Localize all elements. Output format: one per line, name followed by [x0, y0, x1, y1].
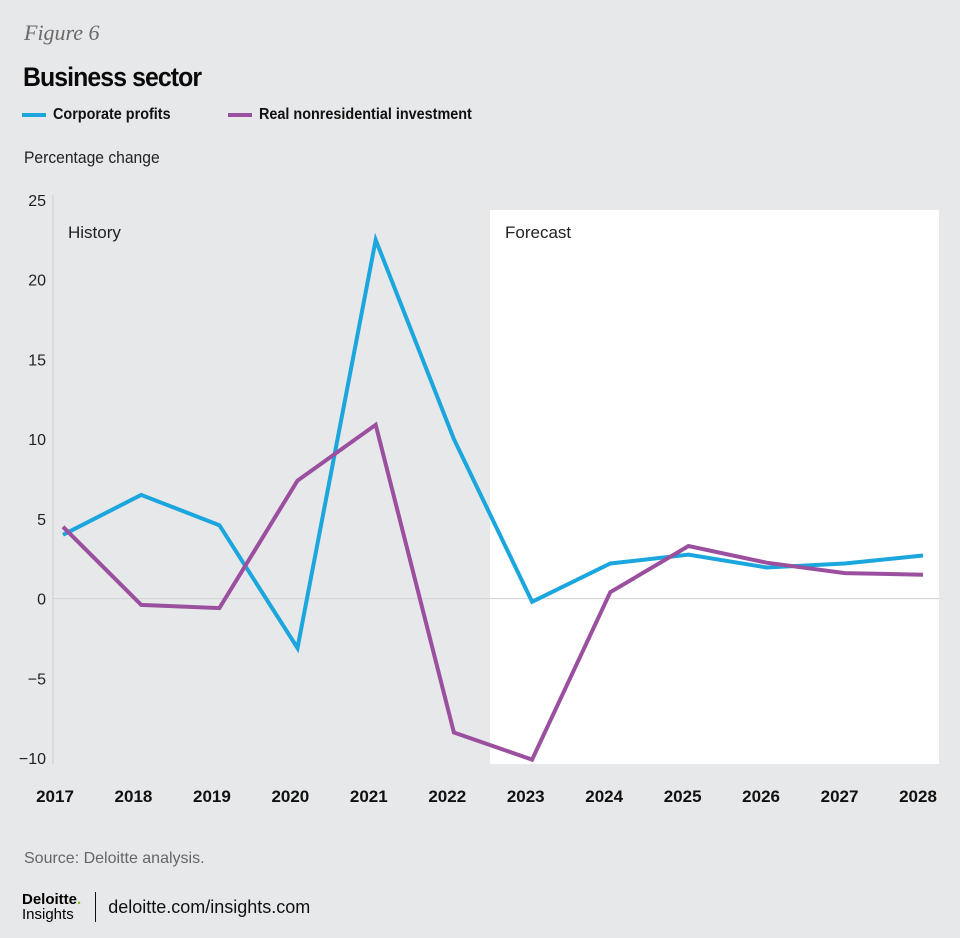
- y-tick-label: 5: [37, 512, 46, 529]
- logo-subtitle: Insights: [22, 906, 74, 923]
- logo-wordmark: Deloitte.: [22, 892, 81, 907]
- x-tick-label: 2017: [36, 787, 74, 806]
- region-label-history: History: [68, 223, 121, 242]
- x-tick-label: 2023: [507, 787, 545, 806]
- legend-swatch-nonresidential-investment: [227, 113, 252, 117]
- legend-label: Real nonresidential investment: [258, 106, 472, 123]
- source-note: Source: Deloitte analysis.: [24, 850, 205, 867]
- x-tick-label: 2027: [821, 787, 859, 806]
- y-tick-label: 10: [28, 432, 46, 449]
- footer: Deloitte. Insights deloitte.com/insights…: [22, 892, 310, 922]
- x-tick-label: 2020: [271, 787, 309, 806]
- x-tick-label: 2024: [585, 787, 623, 806]
- chart-title: Business sector: [23, 62, 202, 92]
- y-tick-label: −10: [19, 751, 46, 768]
- legend: Corporate profits Real nonresidential in…: [22, 106, 495, 124]
- region-forecast-background: [490, 210, 939, 764]
- figure-label: Figure 6: [24, 20, 100, 45]
- series-line-real-nonresidential-investment: [61, 421, 924, 763]
- y-tick-label: 25: [28, 193, 46, 210]
- y-tick-label: −5: [28, 671, 46, 688]
- deloitte-insights-logo: Deloitte. Insights: [22, 892, 81, 922]
- footer-link[interactable]: deloitte.com/insights.com: [108, 896, 311, 917]
- region-label-forecast: Forecast: [505, 223, 571, 242]
- x-tick-label: 2028: [899, 787, 937, 806]
- legend-label: Corporate profits: [53, 106, 171, 123]
- logo-green-dot: .: [77, 891, 82, 908]
- series-real-nonresidential-investment: [61, 421, 924, 763]
- y-tick-label: 20: [28, 273, 46, 290]
- series-corporate-profits: [62, 232, 924, 654]
- legend-item-corporate-profits: Corporate profits: [22, 106, 184, 124]
- y-axis-unit-label: Percentage change: [24, 148, 160, 167]
- logo-name: Deloitte: [22, 891, 78, 908]
- legend-item-nonresidential-investment: Real nonresidential investment: [227, 106, 496, 124]
- x-tick-label: 2018: [115, 787, 153, 806]
- x-tick-label: 2022: [428, 787, 466, 806]
- legend-swatch-corporate-profits: [22, 113, 46, 117]
- x-tick-label: 2026: [742, 787, 780, 806]
- y-tick-label: 0: [37, 592, 46, 609]
- series-line-corporate-profits: [62, 232, 924, 654]
- x-tick-label: 2019: [193, 787, 231, 806]
- x-tick-label: 2025: [664, 787, 702, 806]
- y-tick-label: 15: [28, 352, 46, 369]
- x-tick-label: 2021: [350, 787, 388, 806]
- footer-divider: [95, 892, 97, 922]
